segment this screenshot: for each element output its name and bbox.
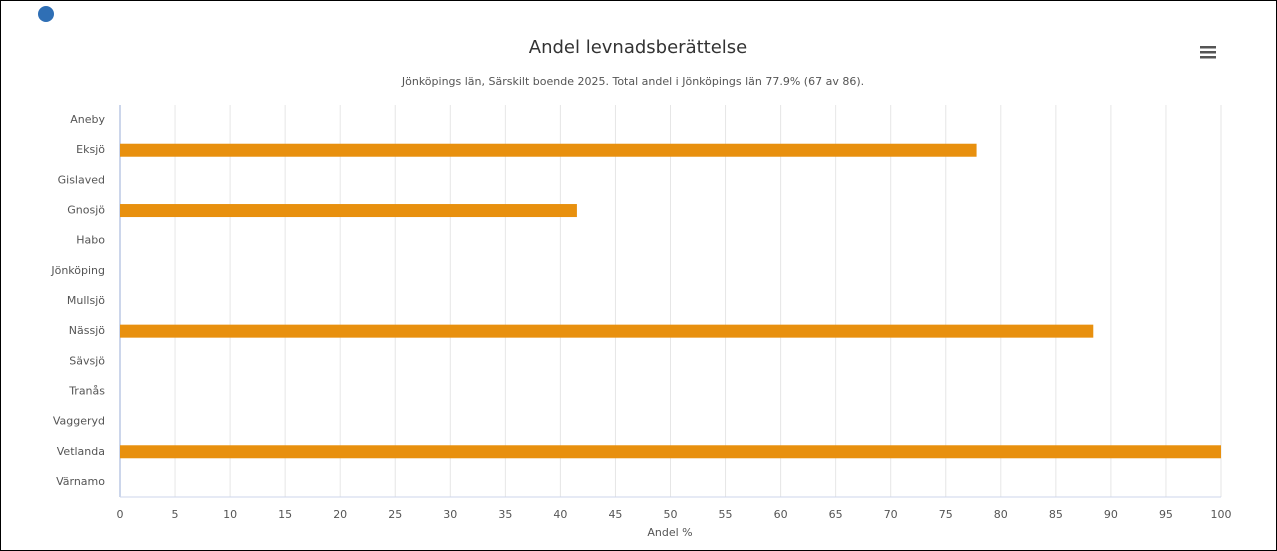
y-tick-label: Aneby	[70, 113, 105, 126]
chart-title: Andel levnadsberättelse	[529, 37, 748, 58]
x-tick-label: 85	[1049, 508, 1063, 521]
x-axis-title: Andel %	[647, 526, 692, 539]
x-tick-label: 5	[172, 508, 179, 521]
y-tick-label: Nässjö	[69, 324, 105, 337]
x-tick-label: 100	[1211, 508, 1232, 521]
icon	[38, 6, 54, 22]
chart-subtitle: Jönköpings län, Särskilt boende 2025. To…	[401, 75, 864, 88]
x-tick-label: 80	[994, 508, 1008, 521]
x-tick-label: 70	[884, 508, 898, 521]
y-tick-label: Tranås	[68, 384, 105, 397]
menu-line[interactable]	[1200, 46, 1216, 49]
y-tick-label: Jönköping	[50, 264, 105, 277]
y-tick-label: Vetlanda	[57, 445, 105, 458]
y-tick-label: Sävsjö	[69, 354, 105, 367]
x-tick-label: 45	[608, 508, 622, 521]
x-tick-label: 90	[1104, 508, 1118, 521]
menu-line[interactable]	[1200, 56, 1216, 59]
x-tick-label: 75	[939, 508, 953, 521]
x-tick-label: 30	[443, 508, 457, 521]
x-tick-label: 95	[1159, 508, 1173, 521]
x-tick-label: 65	[829, 508, 843, 521]
menu-line[interactable]	[1200, 51, 1216, 54]
x-tick-label: 40	[553, 508, 567, 521]
bar	[120, 143, 977, 157]
x-tick-label: 35	[498, 508, 512, 521]
y-tick-label: Gnosjö	[67, 204, 105, 217]
x-tick-label: 20	[333, 508, 347, 521]
x-tick-label: 25	[388, 508, 402, 521]
y-tick-label: Värnamo	[56, 475, 105, 488]
x-tick-label: 50	[664, 508, 678, 521]
x-tick-label: 60	[774, 508, 788, 521]
bar	[120, 204, 577, 218]
x-tick-label: 15	[278, 508, 292, 521]
x-tick-label: 0	[117, 508, 124, 521]
x-tick-label: 55	[719, 508, 733, 521]
y-tick-label: Gislaved	[58, 173, 105, 186]
bar	[120, 445, 1221, 459]
y-tick-label: Eksjö	[76, 143, 105, 156]
x-tick-label: 10	[223, 508, 237, 521]
y-tick-label: Vaggeryd	[53, 415, 105, 428]
y-tick-label: Habo	[76, 234, 105, 247]
bar	[120, 324, 1094, 338]
y-tick-label: Mullsjö	[67, 294, 105, 307]
menu-button[interactable]	[1200, 46, 1216, 59]
